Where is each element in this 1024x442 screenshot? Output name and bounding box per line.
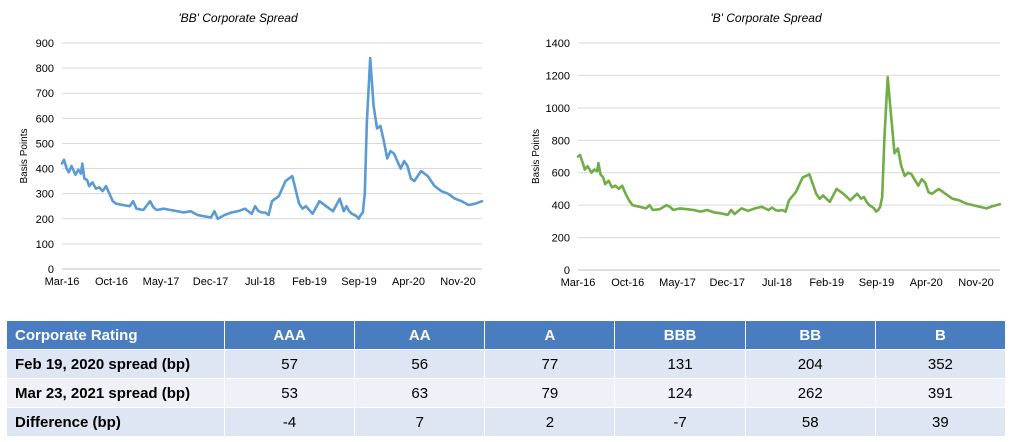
b-x-tick-label: May-17 [659,277,696,289]
b-y-tick-label: 1200 [546,70,570,82]
bb-y-tick-label: 800 [36,63,54,75]
b-x-tick-label: Oct-16 [611,277,644,289]
bb-x-tick-label: May-17 [143,276,180,288]
header-aa: AA [354,320,486,350]
bb-x-tick-label: Feb-19 [292,276,327,288]
table-row: Feb 19, 2020 spread (bp) 57 56 77 131 20… [6,349,1007,379]
table-cell: 2 [484,407,616,437]
b-x-tick-label: Mar-16 [561,277,596,289]
b-x-tick-label: Jul-18 [762,277,792,289]
table-cell: -7 [614,407,746,437]
b-series-line [576,75,1002,217]
b-y-tick-label: 1400 [546,38,570,50]
table-cell: 7 [354,407,486,437]
table-header-row: Corporate Rating AAA AA A BBB BB B [6,320,1007,350]
table-cell: 204 [744,349,876,379]
table-cell: 79 [484,378,616,408]
bb-spread-chart: 'BB' Corporate Spread 0 100 200 300 400 500 600… [19,11,484,288]
bb-x-tick-label: Nov-20 [440,276,475,288]
table-cell: 39 [874,407,1007,437]
header-a: A [484,320,616,350]
b-y-tick-label: 400 [552,200,570,212]
bb-x-tick-label: Oct-16 [95,276,128,288]
table-row: Difference (bp) -4 7 2 -7 58 39 [6,407,1007,437]
table-cell: 57 [223,349,356,379]
table-cell: 262 [744,378,876,408]
bb-y-tick-label: 600 [36,113,54,125]
bb-y-tick-label: 500 [36,138,54,150]
table-row: Mar 23, 2021 spread (bp) 53 63 79 124 26… [6,378,1007,408]
bb-x-tick-label: Mar-16 [45,276,80,288]
bb-y-tick-label: 900 [36,38,54,50]
bb-chart-title: 'BB' Corporate Spread [178,11,298,25]
table-cell: 56 [354,349,486,379]
header-b: B [874,320,1007,350]
bb-series-line [60,56,484,221]
b-y-axis-label: Basis Points [531,129,542,184]
bb-x-tick-label: Apr-20 [392,276,425,288]
table-cell: 53 [223,378,356,408]
spread-table: Corporate Rating AAA AA A BBB BB B Feb 1… [6,320,1007,437]
bb-y-tick-label: 400 [36,164,54,176]
bb-x-tick-label: Dec-17 [193,276,228,288]
table-cell: -4 [223,407,356,437]
table-cell: 131 [614,349,746,379]
b-x-tick-label: Dec-17 [710,277,745,289]
b-y-tick-label: 800 [552,135,570,147]
row-label: Mar 23, 2021 spread (bp) [6,378,225,408]
b-spread-chart: 'B' Corporate Spread 0 200 400 600 800 1000 120… [531,11,1002,289]
b-x-tick-label: Feb-19 [809,277,844,289]
header-bb: BB [744,320,876,350]
table-cell: 58 [744,407,876,437]
b-y-tick-label: 0 [564,265,570,277]
table-cell: 352 [874,349,1007,379]
bb-y-tick-label: 200 [36,214,54,226]
bb-y-tick-label: 0 [48,264,54,276]
b-y-tick-label: 1000 [546,103,570,115]
b-y-tick-label: 200 [552,233,570,245]
bb-y-axis-label: Basis Points [19,128,30,183]
table-cell: 63 [354,378,486,408]
b-chart-title: 'B' Corporate Spread [710,11,822,25]
header-aaa: AAA [223,320,356,350]
row-label: Difference (bp) [6,407,225,437]
table-cell: 391 [874,378,1007,408]
b-y-tick-label: 600 [552,168,570,180]
bb-x-tick-label: Jul-18 [245,276,275,288]
b-x-tick-label: Apr-20 [910,277,943,289]
table-cell: 124 [614,378,746,408]
table-cell: 77 [484,349,616,379]
bb-y-tick-label: 300 [36,189,54,201]
bb-y-tick-label: 700 [36,88,54,100]
header-corporate-rating: Corporate Rating [6,320,225,350]
row-label: Feb 19, 2020 spread (bp) [6,349,225,379]
b-x-tick-label: Sep-19 [859,277,894,289]
b-x-tick-label: Nov-20 [958,277,993,289]
bb-y-tick-label: 100 [36,239,54,251]
header-bbb: BBB [614,320,746,350]
bb-x-tick-label: Sep-19 [341,276,376,288]
